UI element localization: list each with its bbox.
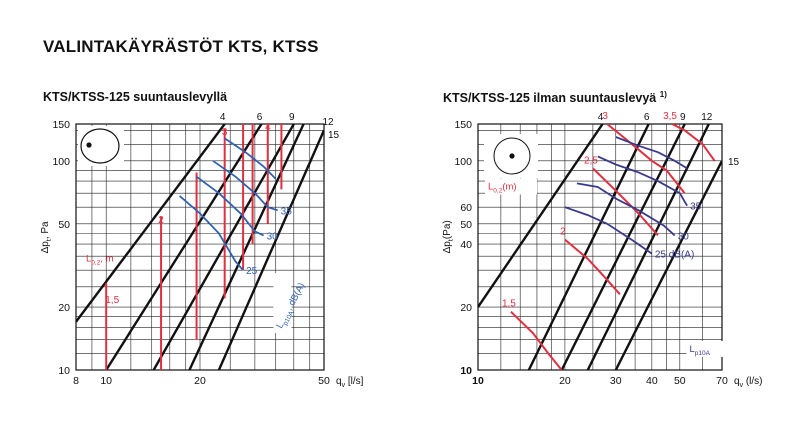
system-line-9	[560, 124, 686, 370]
chart-title-right: KTS/KTSS-125 ilman suuntauslevyä 1)	[443, 90, 667, 105]
sound-curve	[179, 195, 244, 271]
plot-area	[76, 124, 324, 370]
page-title: VALINTAKÄYRÄSTÖT KTS, KTSS	[43, 37, 319, 56]
y-axis-label: Δpt, Pa	[40, 221, 53, 253]
chart-title-right-text: KTS/KTSS-125 ilman suuntauslevyä	[443, 91, 657, 106]
chart-title-note: 1)	[659, 90, 667, 99]
x-axis-label: qv [l/s]	[336, 376, 364, 389]
chart-title-left: KTS/KTSS-125 suuntauslevyllä	[43, 90, 228, 104]
distance-label: 3	[222, 127, 228, 138]
distance-curve	[510, 310, 563, 370]
y-tick-label: 150	[52, 119, 70, 131]
sound-label: 30	[267, 231, 279, 242]
system-line-label: 4	[220, 112, 226, 123]
system-line-label: 15	[728, 157, 740, 168]
x-tick-label: 50	[674, 375, 686, 387]
system-line-label: 9	[680, 112, 686, 123]
distance-curve	[592, 167, 659, 237]
sound-label: 35	[281, 206, 293, 217]
x-tick-label: 70	[716, 375, 728, 387]
y-tick-label: 100	[454, 156, 472, 168]
sound-label: 35	[690, 202, 702, 213]
sound-label: 30	[678, 231, 690, 242]
circular-outlet-icon	[484, 134, 538, 178]
sound-legend-bg	[686, 340, 727, 357]
sound-curve	[212, 160, 278, 212]
y-tick-label: 50	[58, 219, 70, 231]
system-line-15	[217, 129, 324, 370]
icon-dot	[509, 153, 515, 159]
distance-legend: L0,2(m)	[488, 181, 517, 194]
icon-ring	[80, 128, 120, 164]
system-line-4	[76, 124, 226, 323]
system-line-6	[527, 124, 650, 370]
x-axis-label: qv (l/s)	[734, 376, 763, 389]
system-line-label: 15	[328, 130, 340, 141]
sound-curve	[224, 137, 277, 180]
distance-curve	[564, 238, 621, 295]
sound-label: 25 dB(A)	[655, 250, 694, 261]
y-axis-label: Δpt(Pa)	[442, 220, 455, 253]
x-tick-label: 20	[559, 375, 571, 387]
y-tick-label: 10	[58, 365, 70, 377]
distance-label: 2	[158, 215, 164, 226]
icon-dot	[86, 142, 92, 148]
x-tick-label: 40	[646, 375, 658, 387]
sound-legend-bg	[273, 273, 292, 334]
x-tick-label: 10	[100, 375, 112, 387]
plot-frame	[75, 123, 325, 371]
sound-curve	[615, 136, 688, 170]
distance-legend: L0,2, m	[86, 254, 114, 267]
y-tick-label: 20	[460, 302, 472, 314]
sound-curve	[564, 206, 653, 255]
distance-label: 2,5	[584, 155, 598, 166]
sound-curve	[576, 182, 676, 237]
sound-curve	[597, 155, 688, 207]
x-tick-label: 20	[194, 375, 206, 387]
y-tick-label: 20	[58, 302, 70, 314]
distance-label: 1,5	[502, 299, 516, 310]
distance-curve	[671, 124, 716, 162]
distance-label: 3,5	[663, 111, 677, 122]
system-line-6	[105, 124, 263, 370]
system-line-12	[586, 124, 710, 370]
x-tick-label: 8	[73, 375, 79, 387]
chart-right: 10 20 30 40 50 70 10 20 40 50 60 100 150 qv (l/s) Δpt(…	[442, 111, 763, 389]
circular-outlet-icon	[78, 126, 124, 166]
y-tick-label: 150	[454, 119, 472, 131]
y-tick-label: 40	[460, 239, 472, 251]
system-line-label: 9	[289, 112, 295, 123]
x-tick-label: 30	[610, 375, 622, 387]
plot-frame	[477, 123, 723, 371]
system-line-label: 4	[598, 112, 604, 123]
distance-label: 1,5	[105, 295, 119, 306]
sound-label: 25	[246, 266, 258, 277]
system-line-label: 12	[701, 112, 713, 123]
plot-area	[478, 124, 722, 370]
y-tick-label: 10	[460, 365, 472, 377]
system-line-4	[478, 124, 604, 308]
distance-label: 3	[602, 111, 608, 122]
sound-legend: Lp10A	[689, 344, 710, 357]
system-line-12	[188, 124, 305, 370]
distance-legend-bg	[485, 178, 537, 195]
distance-label: 4	[265, 122, 271, 133]
y-tick-label: 100	[52, 156, 70, 168]
system-line-label: 6	[644, 112, 650, 123]
system-line-15	[614, 160, 722, 370]
sound-curve	[196, 175, 264, 237]
distance-label: 2	[560, 227, 566, 238]
system-line-label: 12	[322, 117, 334, 128]
y-tick-label: 50	[460, 219, 472, 231]
system-line-label: 6	[257, 112, 263, 123]
x-tick-label: 10	[472, 375, 484, 387]
distance-curve	[606, 124, 686, 194]
x-tick-label: 50	[318, 375, 330, 387]
y-tick-label: 60	[460, 202, 472, 214]
